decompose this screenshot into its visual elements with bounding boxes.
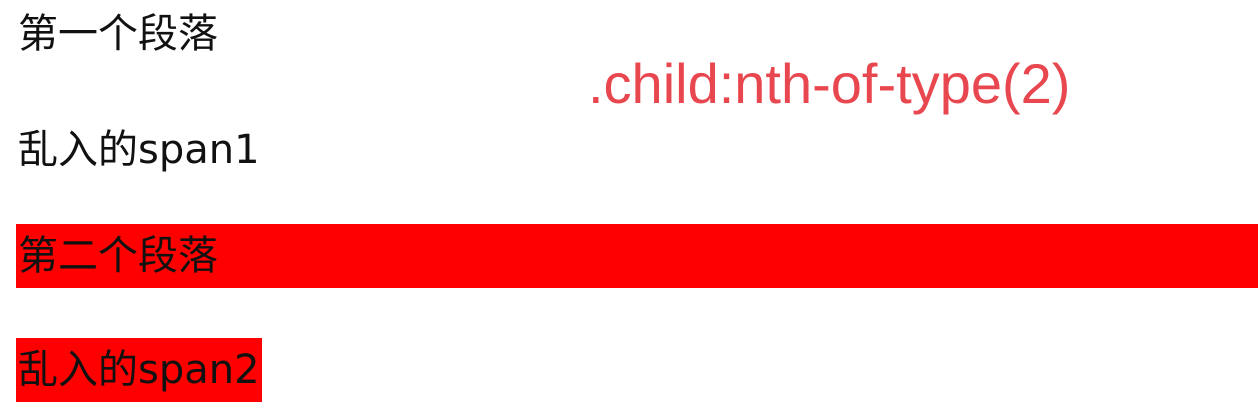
span-1: 乱入的span1 <box>18 127 260 173</box>
selector-label: .child:nth-of-type(2) <box>588 52 1071 115</box>
paragraph-2-highlighted: 第二个段落 <box>16 224 1258 288</box>
paragraph-1: 第一个段落 <box>18 11 218 57</box>
span-2-highlighted: 乱入的span2 <box>16 338 262 402</box>
